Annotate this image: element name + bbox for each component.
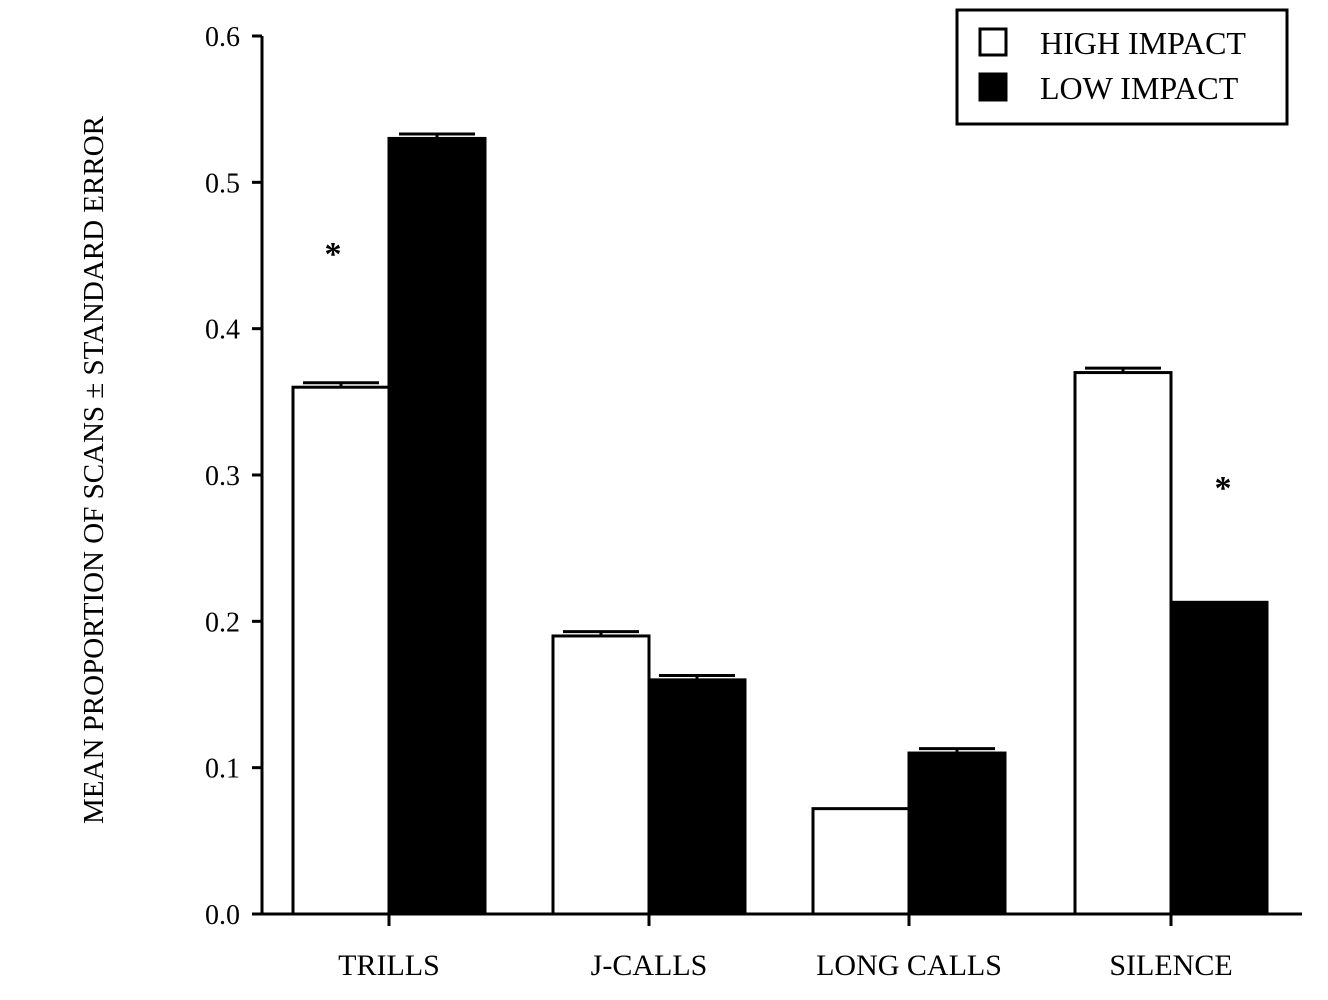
y-tick-label: 0.6	[205, 22, 240, 53]
bar	[1169, 600, 1269, 916]
bar	[551, 634, 651, 916]
y-tick-label: 0.1	[205, 754, 240, 785]
bars	[291, 132, 1269, 916]
x-tick-label: SILENCE	[1109, 949, 1232, 982]
bar	[387, 136, 487, 916]
legend-label-low-impact: LOW IMPACT	[1040, 70, 1239, 106]
labels: 0.0 0.1 0.2 0.3 0.4 0.5 0.6 TRILLS J-CALLS LONG C…	[205, 22, 1233, 982]
bar	[907, 751, 1007, 916]
significance-marker: *	[325, 236, 342, 273]
legend: HIGH IMPACT LOW IMPACT	[955, 8, 1289, 126]
y-tick-label: 0.0	[205, 900, 240, 931]
y-tick-label: 0.4	[205, 315, 240, 346]
legend-swatch-low-impact	[978, 72, 1008, 102]
y-axis-label: MEAN PROPORTION OF SCANS ± STANDARD ERRO…	[78, 115, 110, 824]
significance-marker: *	[1215, 470, 1232, 507]
bar	[647, 678, 747, 916]
x-tick-label: TRILLS	[338, 949, 440, 982]
bar	[811, 807, 911, 916]
y-tick-label: 0.2	[205, 607, 240, 638]
y-tick-label: 0.5	[205, 168, 240, 199]
bar	[291, 385, 391, 916]
bar	[1073, 371, 1173, 916]
y-tick-label: 0.3	[205, 461, 240, 492]
x-tick-label: LONG CALLS	[816, 949, 1002, 982]
legend-box	[955, 8, 1289, 126]
legend-label-high-impact: HIGH IMPACT	[1040, 25, 1246, 61]
x-tick-label: J-CALLS	[591, 949, 708, 982]
legend-swatch-high-impact	[978, 27, 1008, 57]
